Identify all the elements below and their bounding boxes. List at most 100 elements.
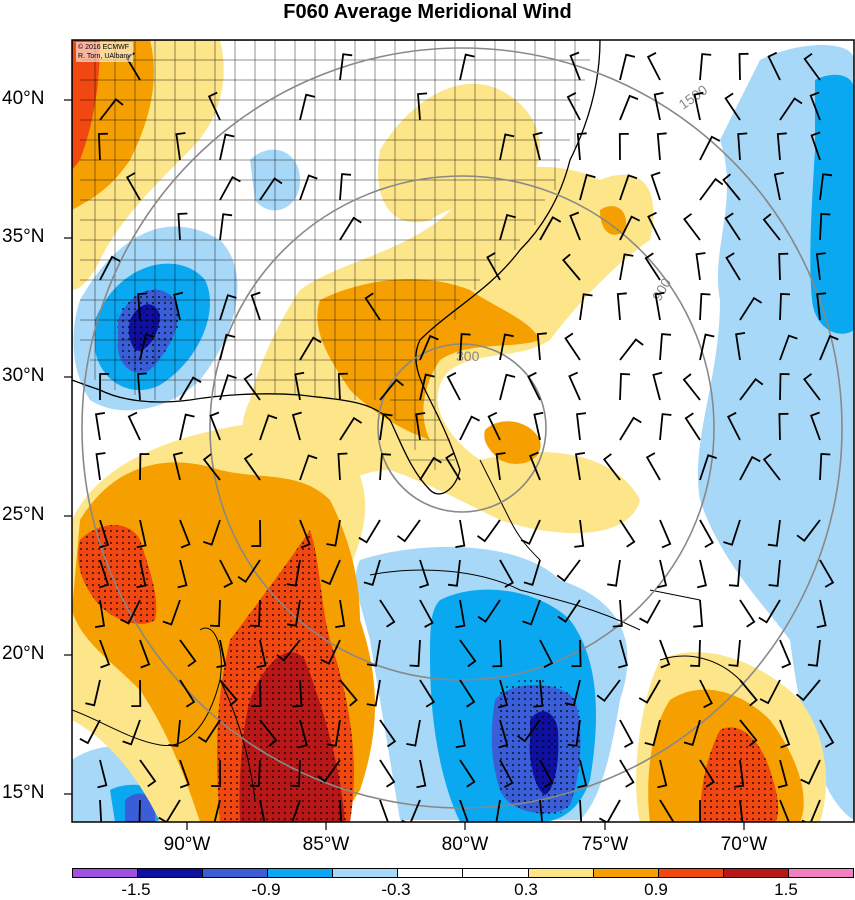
wind-barb <box>259 414 278 441</box>
wind-barb <box>562 253 581 281</box>
wind-barb <box>136 519 147 549</box>
us-land-outline <box>72 40 601 495</box>
wind-barb <box>539 639 554 669</box>
wind-barb <box>286 599 301 627</box>
wind-barb <box>607 559 621 587</box>
wind-barb <box>650 171 661 201</box>
wind-barb <box>699 333 715 361</box>
wind-barb <box>379 799 389 822</box>
wind-barb <box>282 799 301 822</box>
wind-barb <box>777 759 788 789</box>
shade-blue-east <box>810 74 854 334</box>
wind-barb <box>446 372 461 401</box>
wind-barb <box>539 216 562 241</box>
wind-barb <box>320 639 341 665</box>
plot-title: F060 Average Meridional Wind <box>283 1 572 23</box>
wind-barb <box>728 559 741 587</box>
colorbar-swatch <box>463 869 529 877</box>
wind-barb <box>237 559 261 583</box>
wind-barb <box>219 679 238 707</box>
wind-barb <box>498 679 509 709</box>
wind-barb <box>419 456 442 481</box>
wind-barb <box>645 452 661 481</box>
wind-barb <box>726 411 741 441</box>
wind-barb <box>366 639 381 667</box>
wind-barb <box>216 639 227 669</box>
wind-barb <box>619 94 639 121</box>
wind-barb <box>803 373 821 401</box>
wind-barb <box>695 252 706 281</box>
colorbar-label-0-3: 0.3 <box>514 880 538 899</box>
wind-barb <box>739 719 758 747</box>
stipple-gulf <box>117 290 180 372</box>
wind-barb <box>773 171 784 201</box>
wind-barb <box>202 453 221 481</box>
wind-barb <box>339 799 343 822</box>
wind-barb <box>317 759 341 783</box>
wind-barb <box>219 559 234 589</box>
shade-yellow-northeast <box>378 83 540 223</box>
wind-barb <box>638 679 661 704</box>
wind-barb <box>577 759 588 789</box>
stipple-west <box>78 525 157 624</box>
wind-barb <box>644 719 661 747</box>
wind-barb <box>137 292 148 321</box>
wind-barb <box>522 599 541 626</box>
wind-barb <box>768 559 781 587</box>
wind-barb <box>574 452 586 481</box>
wind-barb <box>659 413 672 441</box>
wind-barb <box>795 679 821 702</box>
wind-barb <box>209 411 221 441</box>
wind-barb <box>495 452 506 481</box>
wind-barbs <box>79 51 839 822</box>
wind-barb <box>459 759 476 788</box>
wind-barb <box>564 679 581 707</box>
wind-barb <box>219 374 237 401</box>
wind-barb <box>492 639 503 668</box>
wind-barb <box>476 519 501 543</box>
wind-barb <box>207 91 221 121</box>
colorbar-swatch <box>138 869 204 877</box>
wind-barb <box>656 132 667 161</box>
wind-barb <box>699 759 715 788</box>
wind-barb <box>358 519 381 544</box>
colorbar-swatch <box>203 869 269 877</box>
wind-barb <box>699 454 717 481</box>
wind-barb <box>137 372 147 401</box>
wind-barb <box>567 719 581 747</box>
wind-barb <box>767 51 781 81</box>
wind-barb <box>619 719 634 748</box>
wind-barb <box>249 759 261 787</box>
wind-barb <box>778 252 789 281</box>
wind-barb <box>520 519 541 545</box>
wind-barb <box>459 679 476 708</box>
wind-barb <box>339 173 352 201</box>
wind-barb <box>97 132 108 161</box>
wind-barb <box>536 332 547 361</box>
wind-barb <box>213 799 221 822</box>
wind-barb <box>566 92 581 121</box>
wind-barb <box>179 519 191 549</box>
wind-barb <box>139 333 155 361</box>
wind-barb <box>445 452 461 481</box>
credit-line-1: © 2016 ECMWF <box>78 44 130 51</box>
wind-barb <box>739 455 761 481</box>
wind-barb <box>219 133 235 161</box>
wind-barb <box>419 679 436 708</box>
wind-barb <box>557 599 581 623</box>
wind-barb <box>619 519 636 548</box>
wind-barb <box>455 719 466 749</box>
lon-label-70w: 70°W <box>720 834 768 855</box>
wind-barb <box>796 519 821 542</box>
wind-barb <box>251 679 262 708</box>
wind-barb <box>202 519 221 546</box>
wind-barb <box>499 759 514 788</box>
wind-barb <box>136 559 147 589</box>
wind-barb <box>499 373 516 401</box>
wind-barb <box>415 412 426 441</box>
wind-barb <box>739 679 758 707</box>
ring-label-300: 300 <box>456 348 480 364</box>
colorbar-label-0-9: 0.9 <box>644 880 668 899</box>
wind-barb <box>179 679 196 708</box>
